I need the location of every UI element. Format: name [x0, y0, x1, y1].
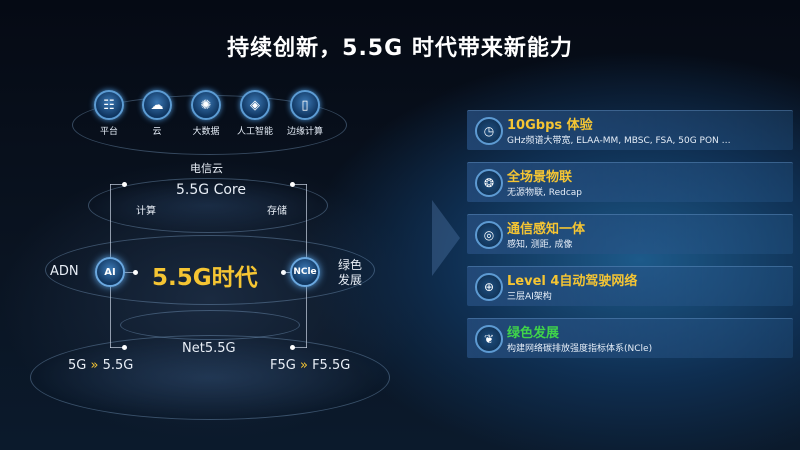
capability-title: 10Gbps 体验 [507, 118, 593, 133]
sensing-icon: ◎ [475, 221, 503, 249]
ai-chip-icon: ◈ [250, 97, 260, 113]
top-icon-label: 边缘计算 [286, 127, 323, 137]
top-icon-label: 云 [152, 127, 162, 137]
base-ring [30, 335, 390, 420]
adn-label: ADN [50, 264, 79, 279]
top-icon-3: ◈ [240, 90, 270, 120]
left-bracket-bottom [110, 347, 124, 348]
capability-card: ◷ 10Gbps 体验 GHz频谱大带宽, ELAA-MM, MBSC, FSA, … [467, 110, 793, 150]
dot [122, 182, 127, 187]
dot [122, 345, 127, 350]
green-development-label: 绿色发展 [338, 258, 363, 287]
leaf-icon: ❦ [475, 325, 503, 353]
top-icon-4: ▯ [290, 90, 320, 120]
to-label: F5.5G [312, 358, 351, 373]
ncle-connector [284, 272, 292, 273]
cloud-icon: ☁ [150, 97, 164, 113]
iot-icon: ❂ [475, 169, 503, 197]
capability-title: 全场景物联 [507, 170, 573, 185]
capability-desc: 无源物联, Redcap [507, 188, 582, 198]
ai-connector [124, 272, 134, 273]
capability-card: ❦ 绿色发展构建网络碳排放强度指标体系(NCle) [467, 318, 793, 358]
compute-label: 计算 [136, 206, 156, 217]
timer-icon: ◷ [475, 117, 503, 145]
center-era-label: 5.5G时代 [152, 265, 258, 291]
big-data-icon: ✺ [200, 97, 212, 113]
top-icon-1: ☁ [142, 90, 172, 120]
evolution-left: 5G » 5.5G [68, 358, 133, 373]
middle-ring [45, 235, 375, 305]
telecom-cloud-label: 电信云 [190, 162, 223, 175]
capability-title: 绿色发展 [507, 326, 560, 341]
network-globe-icon: ⊕ [475, 273, 503, 301]
dot [281, 270, 286, 275]
capability-title: Level 4自动驾驶网络 [507, 274, 638, 289]
left-bracket-top [110, 184, 124, 185]
storage-label: 存储 [267, 206, 287, 217]
capability-title: 通信感知一体 [507, 222, 586, 237]
capability-desc: 感知, 测距, 成像 [507, 240, 573, 250]
from-label: 5G [68, 358, 87, 373]
edge-computing-icon: ▯ [301, 97, 309, 113]
ai-badge: AI [95, 257, 125, 287]
top-icon-label: 平台 [99, 127, 118, 137]
top-icon-label: 大数据 [192, 127, 220, 137]
capability-card: ◎ 通信感知一体感知, 测距, 成像 [467, 214, 793, 254]
core-ring [88, 178, 328, 233]
top-icon-label: 人工智能 [236, 127, 273, 137]
core-label: 5.5G Core [176, 182, 246, 198]
capability-card: ⊕ Level 4自动驾驶网络三层AI架构 [467, 266, 793, 306]
page-title: 持续创新，5.5G 时代带来新能力 [227, 36, 573, 61]
evolution-right: F5G » F5.5G [270, 358, 350, 373]
capability-desc: 三层AI架构 [507, 292, 552, 302]
from-label: F5G [270, 358, 296, 373]
capability-desc: GHz频谱大带宽, ELAA-MM, MBSC, FSA, 50G PON … [507, 136, 731, 146]
capability-card: ❂ 全场景物联无源物联, Redcap [467, 162, 793, 202]
top-icon-0: ☷ [94, 90, 124, 120]
right-bracket-top [293, 184, 307, 185]
right-bracket-bottom [293, 347, 307, 348]
dot [290, 182, 295, 187]
platform-icon: ☷ [103, 97, 115, 113]
top-icon-2: ✺ [191, 90, 221, 120]
capability-desc: 构建网络碳排放强度指标体系(NCle) [507, 344, 653, 354]
arrow-icon: » [90, 358, 99, 373]
to-label: 5.5G [102, 358, 134, 373]
dot [133, 270, 138, 275]
net-label: Net5.5G [182, 341, 236, 356]
dot [290, 345, 295, 350]
arrow-icon: » [299, 358, 308, 373]
chevron-right-icon [432, 200, 460, 276]
ncle-badge: NCle [290, 257, 320, 287]
